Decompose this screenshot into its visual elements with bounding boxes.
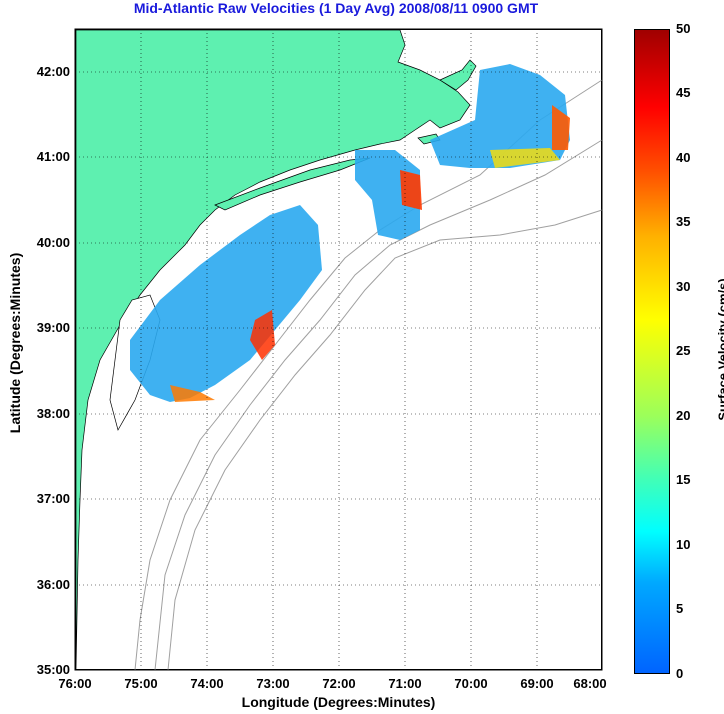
x-tick-label: 76:00 — [58, 676, 92, 691]
y-tick-label: 36:00 — [36, 577, 70, 592]
x-tick-label: 75:00 — [124, 676, 158, 691]
y-tick-label: 39:00 — [36, 320, 70, 335]
ma-yellow — [490, 148, 560, 168]
map-frame — [74, 28, 603, 671]
x-tick-label: 70:00 — [454, 676, 488, 691]
colorbar-tick: 20 — [676, 408, 691, 423]
velocity-coverage — [130, 64, 570, 402]
nj-hotspot — [250, 310, 275, 360]
colorbar-tick: 30 — [676, 279, 691, 294]
x-tick-label: 74:00 — [190, 676, 224, 691]
colorbar-tick: 15 — [676, 472, 691, 487]
map-title: Mid-Atlantic Raw Velocities (1 Day Avg) … — [133, 0, 539, 16]
y-tick-label: 40:00 — [36, 235, 70, 250]
colorbar-tick: 10 — [676, 537, 691, 552]
x-tick-label: 72:00 — [322, 676, 356, 691]
x-tick-label: 69:00 — [520, 676, 554, 691]
x-tick-label: 68:00 — [573, 676, 607, 691]
nj-coverage — [130, 205, 322, 402]
ma-hotspot — [552, 105, 570, 150]
colorbar-tick: 45 — [676, 85, 691, 100]
x-axis-label: Longitude (Degrees:Minutes) — [241, 694, 436, 710]
bathymetry-contours — [134, 79, 603, 671]
colorbar-tick: 25 — [676, 343, 691, 358]
colorbar-tick: 40 — [676, 150, 691, 165]
y-tick-label: 41:00 — [36, 149, 70, 164]
y-tick-label: 35:00 — [36, 662, 70, 677]
cape-cod — [439, 59, 477, 91]
y-tick-label: 42:00 — [36, 64, 70, 79]
y-tick-label: 38:00 — [36, 406, 70, 421]
ri-hotspot — [400, 170, 422, 210]
colorbar-tick: 5 — [676, 601, 684, 616]
x-tick-label: 71:00 — [388, 676, 422, 691]
ma-coverage — [430, 64, 570, 168]
nj-south-edge — [170, 385, 215, 402]
colorbar-tick: 50 — [676, 21, 691, 36]
colorbar-label: Surface Velocity (cm/s) — [715, 278, 724, 421]
y-tick-label: 37:00 — [36, 491, 70, 506]
colorbar — [634, 29, 670, 674]
x-tick-label: 73:00 — [256, 676, 290, 691]
y-axis-label: Latitude (Degrees:Minutes) — [7, 252, 23, 434]
colorbar-tick: 0 — [676, 666, 684, 681]
grid — [75, 29, 602, 670]
colorbar-tick: 35 — [676, 214, 691, 229]
